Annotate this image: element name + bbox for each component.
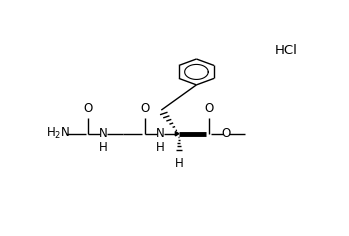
Text: O: O — [84, 102, 93, 115]
Text: O: O — [204, 102, 213, 115]
Text: H: H — [99, 141, 108, 154]
Text: N: N — [99, 127, 108, 140]
Text: H: H — [156, 141, 165, 154]
Text: O: O — [140, 102, 150, 115]
Text: H: H — [174, 157, 183, 170]
Text: O: O — [221, 127, 230, 140]
Text: HCl: HCl — [274, 44, 297, 57]
Polygon shape — [175, 131, 179, 136]
Text: H$_2$N: H$_2$N — [46, 126, 70, 141]
Text: N: N — [156, 127, 165, 140]
